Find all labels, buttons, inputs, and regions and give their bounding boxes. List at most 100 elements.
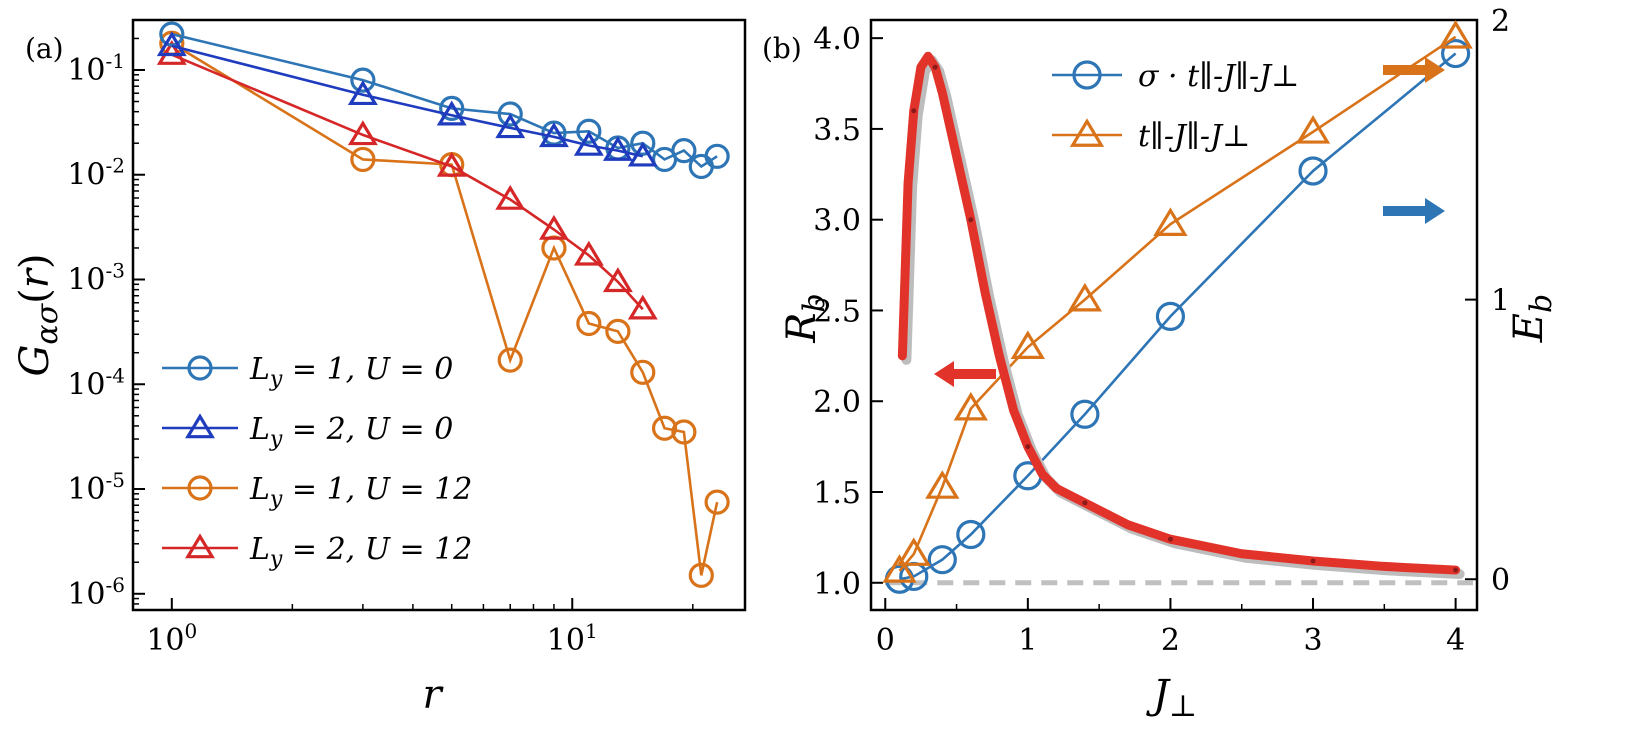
legend-label-rest: = 1, U = 0 xyxy=(282,352,453,387)
y-left-tick-label: 3.5 xyxy=(813,113,861,148)
legend-marker xyxy=(1069,118,1105,147)
panel-a-label: (a) xyxy=(25,32,64,65)
data-point xyxy=(573,130,604,156)
panel-a-series xyxy=(156,21,730,588)
arrow-right-orange xyxy=(1383,57,1445,83)
data-point xyxy=(538,214,569,240)
arrow-head xyxy=(1425,198,1445,224)
data-point xyxy=(953,391,988,421)
panel-b-ylabel-right-sub: b xyxy=(1524,294,1559,313)
series-line xyxy=(171,53,644,311)
data-point xyxy=(347,120,378,146)
legend-label-sub: y xyxy=(269,487,283,512)
y-left-tick-label: 2.5 xyxy=(813,294,861,329)
data-point xyxy=(605,318,631,344)
x-tick-label: 101 xyxy=(547,619,598,658)
rb-point xyxy=(932,64,938,70)
panel-b-xlabel-sub: ⊥ xyxy=(1169,689,1197,724)
panel-b-label: (b) xyxy=(762,32,802,65)
data-point xyxy=(630,359,656,385)
legend-label-sub: y xyxy=(269,547,283,572)
y-tick-label: 10-4 xyxy=(67,363,125,402)
data-point xyxy=(1441,38,1471,69)
series-line xyxy=(171,42,719,576)
x-tick-exp: 0 xyxy=(185,619,198,643)
panel-b-legend: σ · t∥-J∥-J⊥ t∥-J∥-J⊥ xyxy=(1052,59,1299,154)
legend-label-sub: y xyxy=(269,367,283,392)
panel-b-ylabel-right: Eb xyxy=(1506,294,1559,343)
y-tick-exp: -2 xyxy=(106,154,125,178)
panel-a-ylabel-paren: ( xyxy=(12,288,58,304)
data-point xyxy=(671,419,697,445)
data-point xyxy=(1298,156,1328,186)
arrow-head xyxy=(934,361,954,387)
data-point xyxy=(1295,115,1331,144)
rb-point xyxy=(1310,558,1316,564)
data-point xyxy=(651,415,678,441)
panel-a-legend: Ly = 1, U = 0 Ly = 2, U = 0 Ly = 1, U = 12… xyxy=(162,352,472,572)
data-point xyxy=(1438,20,1473,49)
legend-label: Ly = 1, U = 0 xyxy=(249,352,453,392)
rb-curve xyxy=(897,51,1461,575)
y-left-tick-label: 1.0 xyxy=(813,567,861,602)
y-tick-label: 10-2 xyxy=(67,154,125,193)
data-point xyxy=(350,146,376,173)
data-point xyxy=(602,135,633,161)
legend-label: Ly = 2, U = 0 xyxy=(249,412,453,452)
data-point xyxy=(495,113,526,139)
x-tick-exp: 1 xyxy=(585,619,598,643)
data-point xyxy=(576,310,602,337)
y-left-tick-label: 1.5 xyxy=(813,476,861,511)
series-line xyxy=(171,44,644,158)
rb-point xyxy=(1082,500,1088,506)
y-tick-label: 10-5 xyxy=(67,468,125,507)
data-point xyxy=(538,122,569,148)
series-1 xyxy=(882,20,1473,583)
y-left-tick-label: 3.0 xyxy=(813,204,861,239)
panel-a-frame xyxy=(131,18,747,612)
arrow-shaft xyxy=(1383,65,1427,75)
panel-b-ylabel-left: Rb xyxy=(779,293,832,343)
data-point xyxy=(350,67,376,93)
data-point xyxy=(439,95,465,121)
panel-a-ylabel: Gασ(r) xyxy=(12,253,65,376)
series-3 xyxy=(156,40,658,320)
data-point xyxy=(688,562,714,588)
x-tick-label: 1 xyxy=(1018,623,1037,658)
data-point xyxy=(156,31,187,57)
legend-label-sub: y xyxy=(269,427,283,452)
legend-label-rest: = 2, U = 0 xyxy=(282,412,453,447)
data-point xyxy=(704,489,730,515)
data-point xyxy=(1070,399,1100,429)
panel-a-ylabel-paren2: ) xyxy=(12,253,58,269)
legend-marker xyxy=(185,533,215,559)
rb-point xyxy=(911,108,917,114)
data-point xyxy=(956,519,986,550)
panel-b-ticks: 0 1 2 3 4 1.0 1.5 2.0 2.5 3.0 3.5 4.0 0 1 2 xyxy=(813,4,1510,658)
panel-a-ylabel-sub: ασ xyxy=(30,302,65,344)
x-tick-label: 2 xyxy=(1161,623,1180,658)
data-point xyxy=(627,294,658,320)
y-right-tick-label: 2 xyxy=(1491,4,1510,39)
rb-point xyxy=(1453,567,1459,573)
data-point xyxy=(1153,207,1188,236)
data-point xyxy=(347,80,378,106)
data-point xyxy=(1155,301,1186,331)
y-tick-label: 10-1 xyxy=(67,49,125,88)
series-line xyxy=(899,52,1457,581)
data-point xyxy=(896,537,931,566)
y-left-tick-label: 2.0 xyxy=(813,385,861,420)
data-point xyxy=(627,141,658,167)
arrow-shaft xyxy=(952,369,996,379)
data-point xyxy=(495,184,526,210)
data-point xyxy=(436,151,467,177)
arrow-head xyxy=(1425,57,1445,83)
rb-point xyxy=(1167,536,1173,542)
arrow-right-blue xyxy=(1383,198,1445,224)
y-right-tick-label: 0 xyxy=(1491,563,1510,598)
data-point xyxy=(882,554,917,583)
data-point xyxy=(704,143,730,169)
data-point xyxy=(925,470,960,499)
y-tick-exp: -6 xyxy=(106,573,125,597)
